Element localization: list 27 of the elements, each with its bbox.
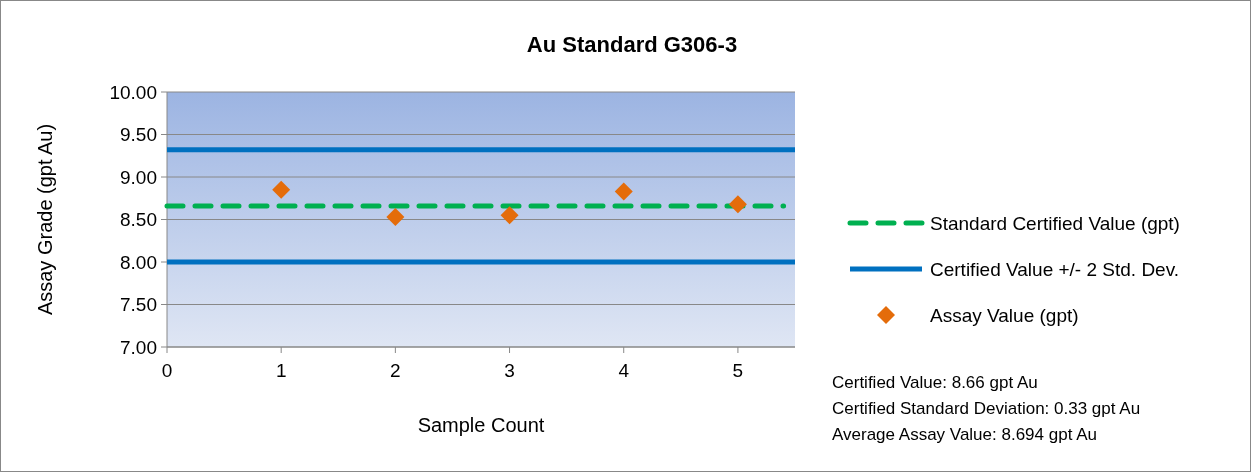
point	[728, 195, 747, 214]
x-tick-label: 4	[618, 360, 630, 381]
point	[272, 180, 291, 199]
point	[614, 182, 633, 201]
legend-label: Assay Value (gpt)	[930, 304, 1079, 326]
y-tick-label: 7.50	[120, 294, 157, 316]
x-tick-label: 0	[161, 360, 173, 381]
y-tick-label: 8.00	[120, 251, 157, 273]
x-tick-label: 1	[275, 360, 287, 381]
text: Average Assay Value: 8.694 gpt Au	[832, 425, 1097, 444]
legend-label: Certified Value +/- 2 Std. Dev.	[930, 258, 1180, 280]
y-tick-label: 8.50	[120, 209, 157, 231]
legend-label: Standard Certified Value (gpt)	[930, 212, 1180, 234]
x-tick-label: 3	[504, 360, 515, 381]
y-axis-title: Assay Grade (gpt Au)	[34, 123, 56, 316]
x-tick-label: 5	[732, 360, 744, 381]
chart-title: Au Standard G306-3	[526, 32, 738, 57]
text: Certified Standard Deviation: 0.33 gpt Au	[832, 399, 1141, 418]
y-tick-label: 9.50	[120, 124, 157, 146]
y-tick-label: 9.00	[120, 166, 157, 188]
x-axis-title: Sample Count	[417, 414, 545, 436]
point	[386, 207, 405, 226]
y-tick-label: 10.00	[109, 81, 157, 103]
point	[500, 206, 519, 225]
x-tick-label: 2	[390, 360, 401, 381]
text: Certified Value: 8.66 gpt Au	[832, 373, 1038, 392]
y-tick-label: 7.00	[120, 336, 157, 358]
